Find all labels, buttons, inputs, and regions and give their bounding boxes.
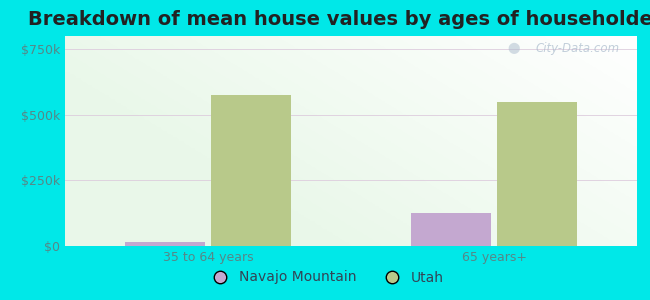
Legend: Navajo Mountain, Utah: Navajo Mountain, Utah [200, 265, 450, 290]
Bar [411, 213, 491, 246]
Text: City-Data.com: City-Data.com [536, 42, 620, 55]
Text: ⬤: ⬤ [507, 42, 520, 53]
Bar [211, 95, 291, 246]
Title: Breakdown of mean house values by ages of householders: Breakdown of mean house values by ages o… [28, 10, 650, 29]
Bar [125, 242, 205, 246]
Bar [497, 102, 577, 246]
